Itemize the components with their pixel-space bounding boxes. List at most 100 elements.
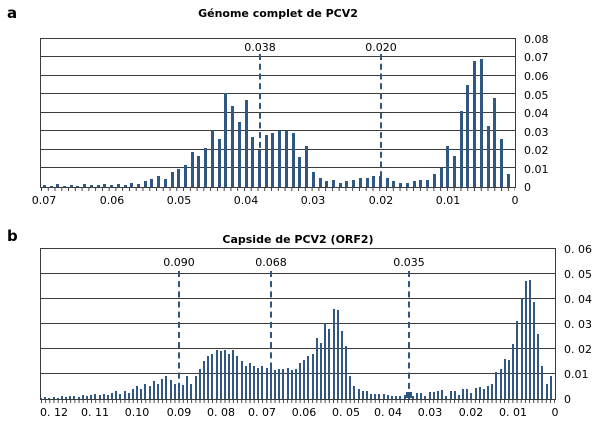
y-tick-label: 0. 05 [564, 268, 592, 281]
histogram-bar [419, 180, 422, 187]
histogram-bar [136, 386, 138, 399]
histogram-bar [199, 369, 201, 399]
histogram-bar [299, 363, 301, 399]
threshold-line [178, 271, 180, 399]
histogram-bar [458, 395, 460, 399]
histogram-bar [61, 396, 63, 399]
plot-area: 0.090 0.068 0.035 [40, 248, 556, 400]
histogram-bar [184, 165, 187, 187]
histogram-bar [295, 369, 297, 399]
y-tick-label: 0. 04 [564, 293, 592, 306]
histogram-bar [174, 384, 176, 399]
histogram-bar [500, 369, 502, 399]
gridline [41, 323, 555, 324]
histogram-bar [537, 334, 539, 399]
histogram-bar [97, 185, 100, 187]
histogram-bar [44, 397, 46, 399]
histogram-bar [86, 396, 88, 399]
histogram-bar [271, 133, 274, 187]
histogram-bar [231, 106, 234, 187]
histogram-bar [441, 390, 443, 399]
histogram-bar [157, 176, 160, 187]
histogram-bar [253, 366, 255, 399]
y-tick-label: 0.04 [524, 107, 549, 120]
histogram-bar [437, 391, 439, 399]
threshold-line [259, 54, 261, 187]
histogram-bar [128, 393, 130, 399]
histogram-bar [307, 356, 309, 399]
histogram-bar [130, 183, 133, 187]
x-tick-label: 0.03 [300, 194, 326, 207]
x-tick-strip [41, 188, 515, 191]
y-tick-label: 0.01 [524, 163, 549, 176]
histogram-bar [165, 376, 167, 399]
histogram-bar [440, 168, 443, 187]
histogram-bar [491, 384, 493, 399]
histogram-bar [383, 394, 385, 399]
histogram-bar [341, 331, 343, 399]
histogram-bar [43, 185, 46, 187]
histogram-bar [337, 310, 339, 399]
histogram-bar [182, 385, 184, 399]
histogram-bar [319, 178, 322, 187]
histogram-bar [203, 361, 205, 399]
threshold-label: 0.068 [255, 256, 287, 269]
gridline [41, 373, 555, 374]
histogram-bar [124, 391, 126, 399]
histogram-bar [483, 389, 485, 399]
y-tick-label: 0.01 [564, 368, 589, 381]
x-tick-label: 0. 01 [499, 406, 527, 419]
histogram-bar [274, 370, 276, 399]
histogram-bar [115, 391, 117, 399]
histogram-bar [487, 386, 489, 399]
histogram-bar [529, 280, 531, 399]
histogram-bar [157, 384, 159, 399]
histogram-bar [487, 126, 490, 187]
histogram-bar [90, 185, 93, 187]
histogram-bar [305, 146, 308, 187]
chart-title: Génome complet de PCV2 [198, 7, 358, 20]
histogram-bar [56, 184, 59, 187]
histogram-bar [83, 184, 86, 187]
y-tick-label: 0.06 [524, 70, 549, 83]
threshold-label: 0.090 [163, 256, 195, 269]
histogram-bar [345, 346, 347, 399]
histogram-bar [424, 396, 426, 399]
histogram-bar [70, 185, 73, 187]
histogram-bar [177, 169, 180, 187]
histogram-bar [117, 184, 120, 187]
histogram-bar [473, 61, 476, 187]
histogram-bar [450, 391, 452, 399]
histogram-bar [216, 350, 218, 399]
threshold-line [380, 54, 382, 187]
histogram-bar [413, 181, 416, 187]
histogram-bar [41, 398, 42, 399]
histogram-bar [312, 172, 315, 187]
histogram-bar [82, 395, 84, 399]
histogram-bar [140, 389, 142, 399]
histogram-bar [546, 384, 548, 399]
histogram-bar [521, 299, 523, 399]
histogram-bar [395, 396, 397, 399]
y-tick-label: 0 [524, 181, 531, 194]
histogram-bar [352, 180, 355, 187]
histogram-bar [78, 397, 80, 399]
histogram-bar [392, 181, 395, 187]
gridline [41, 75, 515, 76]
histogram-bar [420, 393, 422, 399]
histogram-bar [224, 350, 226, 399]
histogram-bar [228, 354, 230, 399]
histogram-bar [124, 185, 127, 187]
histogram-bar [186, 376, 188, 399]
histogram-bar [370, 394, 372, 399]
histogram-bar [320, 343, 322, 399]
histogram-bar [333, 309, 335, 399]
x-tick-label: 0.02 [368, 194, 394, 207]
histogram-bar [110, 185, 113, 187]
threshold-line [270, 271, 272, 399]
gridline [41, 56, 515, 57]
histogram-bar [204, 148, 207, 187]
histogram-bar [470, 393, 472, 399]
x-tick-label: 0.07 [31, 194, 57, 207]
